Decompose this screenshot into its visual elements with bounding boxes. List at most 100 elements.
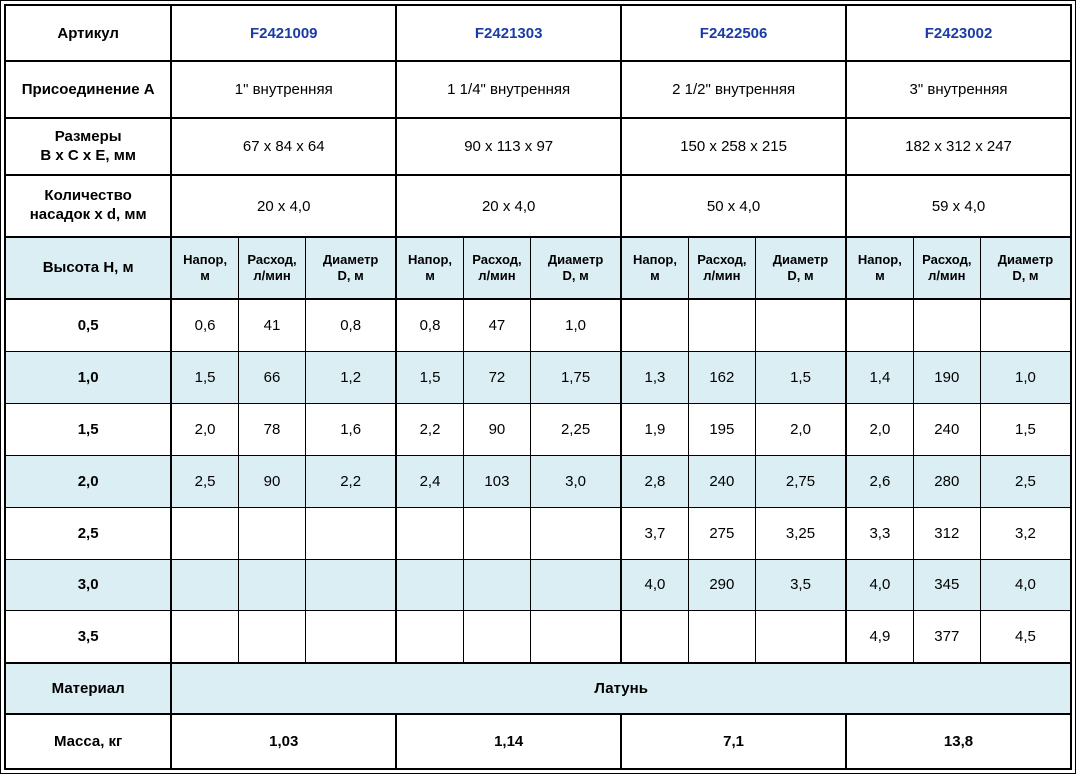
height-row: 1,0 1,5 66 1,2 1,5 72 1,75 1,3 162 1,5 1,4 190 1,0	[4, 350, 1072, 404]
measure-cell: 2,2	[305, 454, 397, 508]
measure-cell	[530, 558, 622, 612]
measure-cell: 0,8	[305, 298, 397, 352]
measure-cell: 240	[687, 454, 756, 508]
measure-cell: 290	[687, 558, 756, 612]
head-diameter: Диаметр D, м	[305, 235, 397, 301]
measure-cell: 3,2	[979, 506, 1072, 560]
row-dimensions: Размеры В х С х Е, мм 67 x 84 x 64 90 x …	[3, 117, 1072, 177]
measure-cell: 1,0	[979, 350, 1072, 404]
row-article: Артикул F2421009 F2421303 F2422506 F2423…	[3, 3, 1072, 63]
measure-cell	[754, 610, 847, 664]
measure-cell: 3,0	[530, 454, 622, 508]
measure-cell: 1,5	[170, 350, 239, 404]
measure-cell	[462, 506, 532, 560]
measure-cell: 1,75	[530, 350, 622, 404]
head-diameter: Диаметр D, м	[530, 235, 622, 301]
connection-value: 1" внутренняя	[170, 60, 398, 120]
measure-cell: 0,6	[170, 298, 239, 352]
measure-cell	[170, 558, 239, 612]
measure-cell	[170, 506, 239, 560]
row-measure-header: Высота Н, м Напор, м Расход, л/мин Диаме…	[4, 235, 1072, 301]
measure-cell: 312	[912, 506, 981, 560]
measure-cell: 2,0	[170, 402, 239, 456]
height-row: 2,5 3,7 275 3,25 3,3 312 3,2	[4, 506, 1072, 560]
height-row: 1,5 2,0 78 1,6 2,2 90 2,25 1,9 195 2,0 2,0 240 1,5	[4, 402, 1072, 456]
measure-cell	[530, 610, 622, 664]
mass-value: 13,8	[845, 713, 1072, 771]
row-nozzles: Количество насадок х d, мм 20 x 4,0 20 x…	[3, 174, 1072, 238]
measure-cell: 2,75	[754, 454, 847, 508]
measure-cell	[687, 298, 756, 352]
measure-cell	[754, 298, 847, 352]
material-row-label: Материал	[4, 661, 173, 715]
measure-cell: 190	[912, 350, 981, 404]
measure-cell	[620, 610, 689, 664]
nozzles-value: 20 x 4,0	[170, 174, 398, 238]
head-pressure: Напор, м	[620, 235, 689, 301]
measure-cell	[530, 506, 622, 560]
mass-value: 1,14	[395, 713, 622, 771]
measure-cell: 1,2	[305, 350, 397, 404]
height-header-label: Высота Н, м	[4, 235, 173, 301]
head-pressure: Напор, м	[395, 235, 464, 301]
measure-cell	[305, 506, 397, 560]
measure-cell: 78	[237, 402, 307, 456]
measure-cell: 41	[237, 298, 307, 352]
measure-cell	[687, 610, 756, 664]
measure-cell: 2,0	[754, 402, 847, 456]
nozzles-value: 50 x 4,0	[620, 174, 848, 238]
material-value: Латунь	[170, 661, 1072, 715]
measure-cell: 1,0	[530, 298, 622, 352]
measure-cell	[395, 558, 464, 612]
measure-cell: 4,9	[845, 610, 914, 664]
measure-cell: 2,2	[395, 402, 464, 456]
measure-cell	[395, 506, 464, 560]
measure-cell: 3,3	[845, 506, 914, 560]
measure-cell: 2,8	[620, 454, 689, 508]
nozzles-value: 20 x 4,0	[395, 174, 623, 238]
measure-cell: 377	[912, 610, 981, 664]
nozzles-row-label: Количество насадок х d, мм	[3, 174, 173, 238]
measure-cell	[305, 610, 397, 664]
measure-cell: 103	[462, 454, 532, 508]
measure-cell: 4,0	[845, 558, 914, 612]
head-pressure: Напор, м	[170, 235, 239, 301]
dimensions-value: 67 x 84 x 64	[170, 117, 398, 177]
height-value-label: 0,5	[4, 298, 173, 352]
measure-cell: 4,5	[979, 610, 1072, 664]
article-code: F2421303	[395, 3, 623, 63]
measure-cell: 90	[462, 402, 532, 456]
measure-cell: 275	[687, 506, 756, 560]
measure-cell: 2,4	[395, 454, 464, 508]
measure-cell: 72	[462, 350, 532, 404]
row-mass: Масса, кг 1,03 1,14 7,1 13,8	[4, 713, 1072, 771]
measure-cell	[395, 610, 464, 664]
measure-cell	[462, 558, 532, 612]
measure-cell	[845, 298, 914, 352]
measure-cell: 1,5	[754, 350, 847, 404]
height-value-label: 3,0	[4, 558, 173, 612]
head-diameter: Диаметр D, м	[754, 235, 847, 301]
article-code: F2421009	[170, 3, 398, 63]
measure-cell	[170, 610, 239, 664]
measure-cell: 0,8	[395, 298, 464, 352]
measure-cell: 1,5	[395, 350, 464, 404]
height-row: 0,5 0,6 41 0,8 0,8 47 1,0	[4, 298, 1072, 352]
measure-cell	[979, 298, 1072, 352]
connection-value: 2 1/2" внутренняя	[620, 60, 848, 120]
spec-table: Артикул F2421009 F2421303 F2422506 F2423…	[3, 3, 1072, 771]
measure-cell: 1,5	[979, 402, 1072, 456]
connection-value: 3" внутренняя	[845, 60, 1072, 120]
dimensions-value: 90 x 113 x 97	[395, 117, 623, 177]
article-row-label: Артикул	[3, 3, 173, 63]
measure-cell	[912, 298, 981, 352]
measure-cell: 2,5	[170, 454, 239, 508]
height-value-label: 2,0	[4, 454, 173, 508]
measure-cell: 47	[462, 298, 532, 352]
measure-cell	[462, 610, 532, 664]
connection-value: 1 1/4" внутренняя	[395, 60, 623, 120]
measure-cell	[237, 558, 307, 612]
measure-cell: 66	[237, 350, 307, 404]
height-row: 3,5 4,9 377 4,5	[4, 610, 1072, 664]
